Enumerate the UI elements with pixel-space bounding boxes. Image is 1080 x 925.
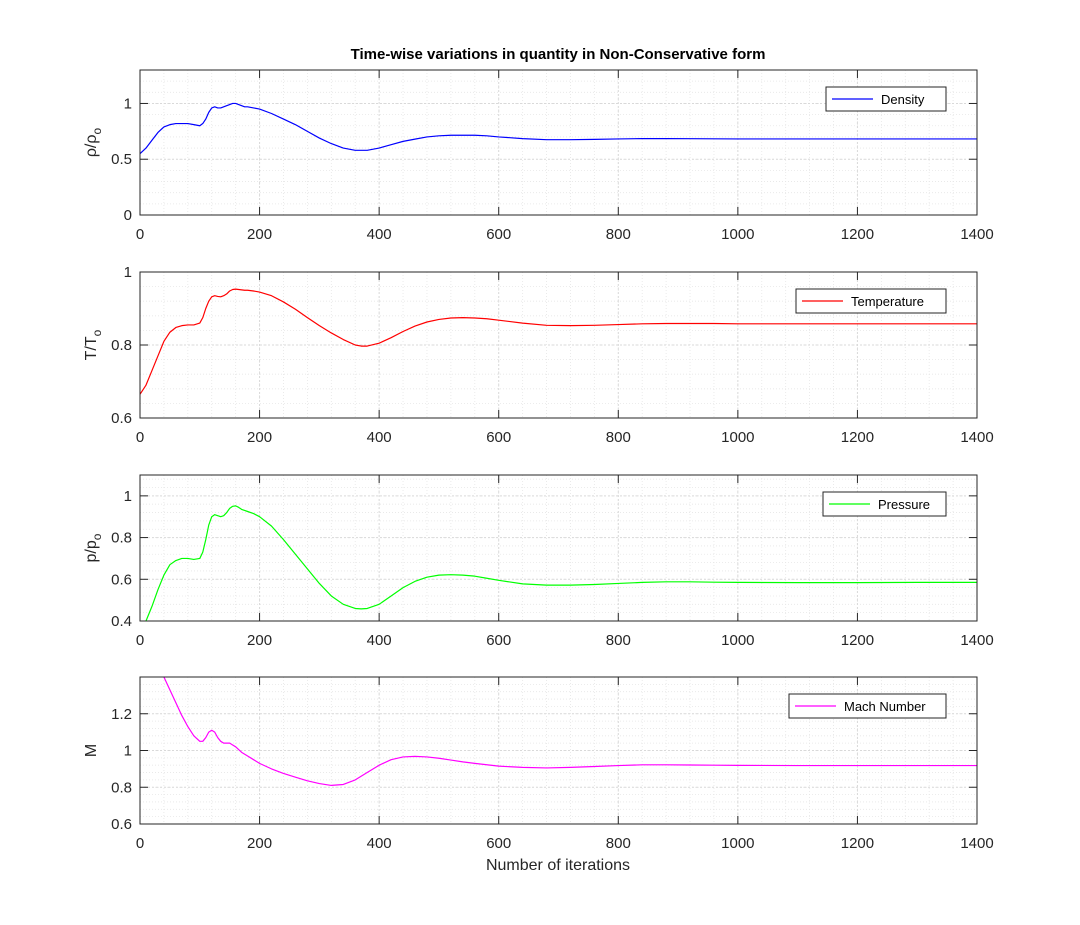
- x-tick-label: 400: [367, 226, 392, 243]
- x-tick-label: 0: [136, 632, 144, 649]
- y-tick-label: 0.6: [111, 571, 132, 588]
- y-axis-label: T/To: [83, 329, 104, 360]
- legend: Pressure: [822, 491, 947, 517]
- y-axis-label-subscript: o: [90, 533, 104, 540]
- x-tick-label: 1200: [841, 632, 874, 649]
- x-tick-label: 1400: [960, 226, 993, 243]
- x-tick-label: 400: [367, 429, 392, 446]
- y-axis-label-main: T/T: [83, 336, 100, 360]
- y-tick-label: 0.4: [111, 613, 132, 630]
- y-tick-label: 0.6: [111, 410, 132, 427]
- axes-box: [139, 69, 978, 216]
- x-axis-label: Number of iterations: [486, 857, 630, 874]
- y-axis-label-main: ρ/ρ: [83, 135, 100, 158]
- y-tick-label: 0.6: [111, 816, 132, 833]
- y-axis-label-subscript: o: [90, 128, 104, 135]
- x-tick-label: 600: [486, 835, 511, 852]
- x-tick-label: 0: [136, 226, 144, 243]
- x-tick-label: 1000: [721, 835, 754, 852]
- y-axis-label: ρ/ρo: [83, 128, 104, 158]
- x-tick-label: 400: [367, 632, 392, 649]
- x-tick-label: 1000: [721, 226, 754, 243]
- x-tick-label: 200: [247, 429, 272, 446]
- x-tick-label: 1000: [721, 429, 754, 446]
- y-tick-label: 0.8: [111, 530, 132, 547]
- y-tick-label: 0.8: [111, 779, 132, 796]
- series-line-temperature: [139, 288, 977, 395]
- y-tick-label: 1: [124, 743, 132, 760]
- legend-label: Mach Number: [844, 699, 926, 714]
- subplot-3: 0 200 400 600 800 1000 1200 1400 0.4 0.6 0.8 1 p/po P…: [83, 474, 994, 649]
- legend-box: [822, 491, 947, 517]
- x-tick-label: 1200: [841, 835, 874, 852]
- x-tick-label: 0: [136, 429, 144, 446]
- x-tick-label: 600: [486, 429, 511, 446]
- series-line-density: [139, 102, 977, 155]
- x-tick-label: 1200: [841, 429, 874, 446]
- x-tick-label: 600: [486, 226, 511, 243]
- y-tick-label: 1: [124, 488, 132, 505]
- y-axis-label: p/po: [83, 533, 104, 562]
- x-tick-label: 0: [136, 835, 144, 852]
- legend: Mach Number: [788, 693, 947, 719]
- subplot-1: 0 200 400 600 800 1000 1200 1400 0 0.5 1 ρ/ρo Densit…: [83, 69, 994, 243]
- subplots: 0 200 400 600 800 1000 1200 140000.51ρ/ρoDensit…: [83, 69, 994, 852]
- legend: Temperature: [795, 288, 947, 314]
- y-axis-label-main: p/p: [83, 540, 100, 562]
- legend: Density: [825, 86, 947, 112]
- axes-box: [139, 474, 978, 622]
- x-tick-label: 200: [247, 835, 272, 852]
- y-tick-label: 0.8: [111, 337, 132, 354]
- subplot-4: 0 200 400 600 800 1000 1200 1400 0.6 0.8 1 1.2 M Mach…: [83, 676, 994, 852]
- x-tick-label: 800: [606, 429, 631, 446]
- x-tick-label: 200: [247, 226, 272, 243]
- x-tick-label: 1400: [960, 632, 993, 649]
- y-tick-label: 1: [124, 264, 132, 281]
- y-axis-label-subscript: o: [90, 329, 104, 336]
- y-tick-label: 1.2: [111, 706, 132, 723]
- subplot-2: 0 200 400 600 800 1000 1200 1400 0.6 0.8 1 T/To Temp…: [83, 264, 994, 446]
- x-tick-label: 600: [486, 632, 511, 649]
- x-tick-label: 1200: [841, 226, 874, 243]
- legend-label: Density: [881, 92, 925, 107]
- y-tick-label: 1: [124, 95, 132, 112]
- series-line-mach-number: [163, 676, 977, 787]
- x-tick-label: 1400: [960, 835, 993, 852]
- y-axis-label: M: [83, 744, 100, 757]
- minor-grid: [139, 475, 978, 622]
- x-tick-label: 800: [606, 632, 631, 649]
- y-tick-label: 0: [124, 207, 132, 224]
- x-tick-label: 1400: [960, 429, 993, 446]
- legend-label: Pressure: [878, 497, 930, 512]
- legend-label: Temperature: [851, 294, 924, 309]
- x-tick-label: 800: [606, 226, 631, 243]
- series-line-pressure: [145, 505, 977, 622]
- figure-title: Time-wise variations in quantity in Non-…: [351, 46, 766, 63]
- y-tick-label: 0.5: [111, 151, 132, 168]
- x-tick-label: 200: [247, 632, 272, 649]
- x-tick-label: 400: [367, 835, 392, 852]
- x-tick-label: 800: [606, 835, 631, 852]
- x-tick-label: 1000: [721, 632, 754, 649]
